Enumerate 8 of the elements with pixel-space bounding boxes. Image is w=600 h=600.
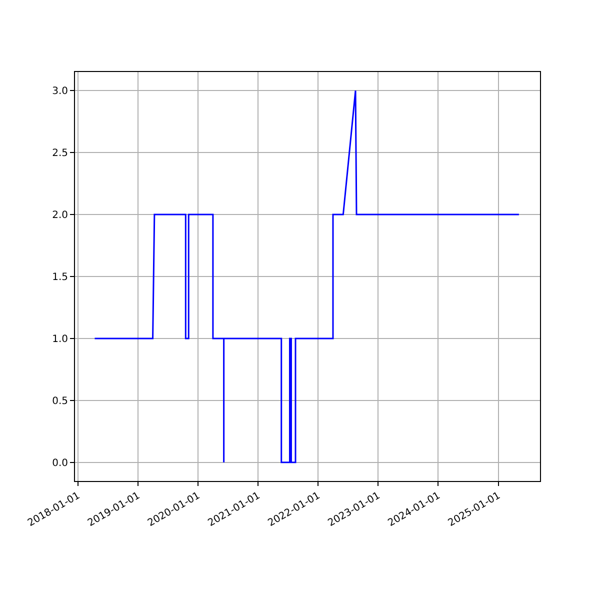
y-tick-label: 2.0 <box>52 210 68 222</box>
y-tick-label: 0.0 <box>52 458 68 469</box>
y-tick-label: 1.5 <box>52 272 68 283</box>
y-tick-label: 2.5 <box>52 148 68 160</box>
y-tick-label: 0.5 <box>52 396 68 407</box>
y-tick-label: 1.0 <box>52 334 68 345</box>
y-tick-label: 3.0 <box>52 86 68 98</box>
line-series <box>94 90 520 464</box>
